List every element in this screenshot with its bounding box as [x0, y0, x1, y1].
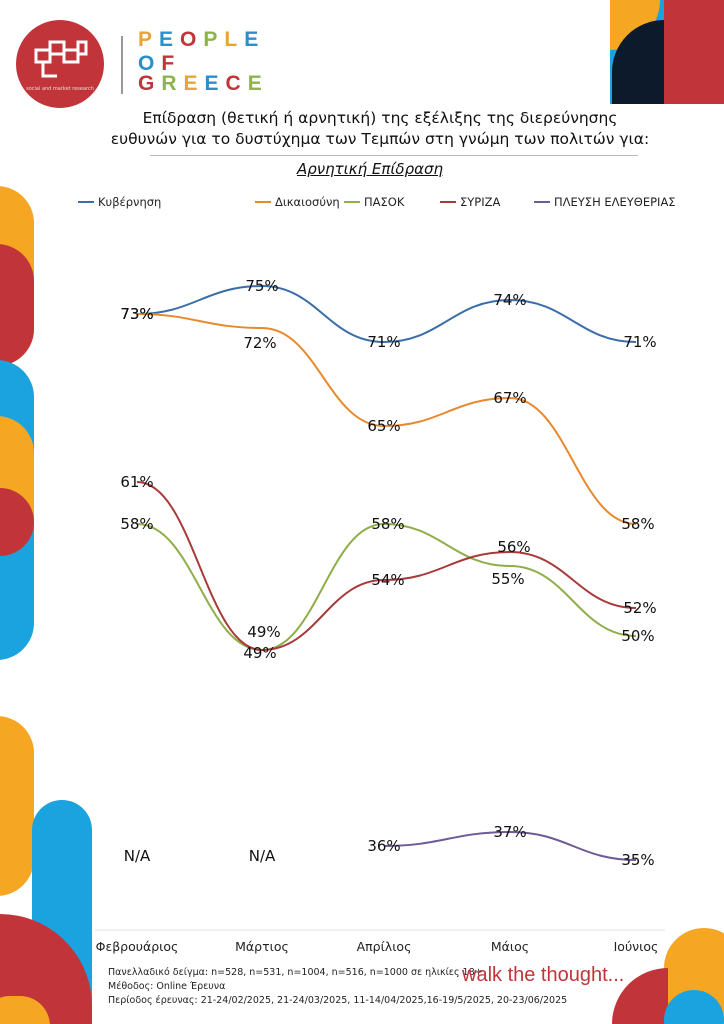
data-label: 52% — [623, 599, 656, 617]
footer-method: Μέθοδος: Online Έρευνα — [108, 981, 226, 992]
data-label: 37% — [493, 823, 526, 841]
data-label: 55% — [491, 570, 524, 588]
data-label: 49% — [243, 644, 276, 662]
legend-label: Δικαιοσύνη — [275, 195, 340, 209]
legend-label: ΣΥΡΙΖΑ — [460, 195, 500, 209]
series-line — [136, 284, 637, 344]
data-label: 49% — [247, 623, 280, 641]
title-line-1: Επίδραση (θετική ή αρνητική) της εξέλιξη… — [142, 109, 618, 127]
data-label: 71% — [367, 333, 400, 351]
series-line — [136, 481, 637, 652]
brand-name-line2: OF — [138, 52, 182, 75]
na-label: N/A — [124, 847, 151, 865]
title-line-2: ευθυνών για το δυστύχημα των Τεμπών στη … — [110, 130, 650, 148]
data-label: 71% — [623, 333, 656, 351]
chart-legend: Κυβέρνηση Δικαιοσύνη ΠΑΣΟΚ ΣΥΡΙΖΑ ΠΛΕΥΣΗ ΕΛΕ… — [78, 195, 676, 209]
title-divider — [150, 155, 638, 156]
x-tick-label: Μάιος — [491, 939, 529, 954]
x-tick-label: Ιούνιος — [614, 939, 659, 954]
footer-sample: Πανελλαδικό δείγμα: n=528, n=531, n=1004… — [108, 967, 483, 978]
data-label: 75% — [245, 277, 278, 295]
x-tick-label: Φεβρουάριος — [96, 939, 179, 954]
tagline: walk the thought... — [462, 964, 625, 986]
chart-data-labels: 73%75%71%74%71%73%72%65%67%58%58%49%58%5… — [120, 277, 656, 869]
data-label: 56% — [497, 538, 530, 556]
legend-label: Κυβέρνηση — [98, 195, 161, 209]
header-divider — [121, 36, 123, 94]
data-label: 73% — [120, 305, 153, 323]
company-logo — [16, 20, 104, 108]
series-line — [383, 830, 637, 861]
data-label: 74% — [493, 291, 526, 309]
logo-mark-icon — [34, 40, 88, 78]
series-line — [136, 313, 637, 525]
data-label: 73% — [120, 305, 153, 323]
footer-period: Περίοδος έρευνας: 21-24/02/2025, 21-24/0… — [108, 995, 568, 1006]
data-label: 58% — [371, 515, 404, 533]
data-label: 72% — [243, 334, 276, 352]
page-title: Επίδραση (θετική ή αρνητική) της εξέλιξη… — [100, 108, 660, 150]
chart-lines — [136, 284, 637, 861]
data-label: 35% — [621, 851, 654, 869]
data-label: 61% — [120, 473, 153, 491]
x-tick-label: Απρίλιος — [357, 939, 412, 954]
logo-caption: social and market research — [26, 86, 94, 92]
brand-name-line3: GREECE — [138, 72, 269, 95]
legend-label: ΠΛΕΥΣΗ ΕΛΕΥΘΕΡΙΑΣ — [554, 195, 676, 209]
brand-name-line1: PEOPLE — [138, 28, 266, 51]
chart-subtitle: Αρνητική Επίδραση — [296, 160, 444, 178]
data-label: 58% — [120, 515, 153, 533]
series-line — [136, 522, 637, 652]
data-label: 36% — [367, 837, 400, 855]
x-tick-label: Μάρτιος — [235, 939, 289, 954]
legend-label: ΠΑΣΟΚ — [364, 195, 405, 209]
data-label: 50% — [621, 627, 654, 645]
data-label: 58% — [621, 515, 654, 533]
data-label: 67% — [493, 389, 526, 407]
chart-x-axis: Φεβρουάριος Μάρτιος Απρίλιος Μάιος Ιούνιος — [95, 929, 665, 954]
data-label: 54% — [371, 571, 404, 589]
na-label: N/A — [249, 847, 276, 865]
data-label: 65% — [367, 417, 400, 435]
